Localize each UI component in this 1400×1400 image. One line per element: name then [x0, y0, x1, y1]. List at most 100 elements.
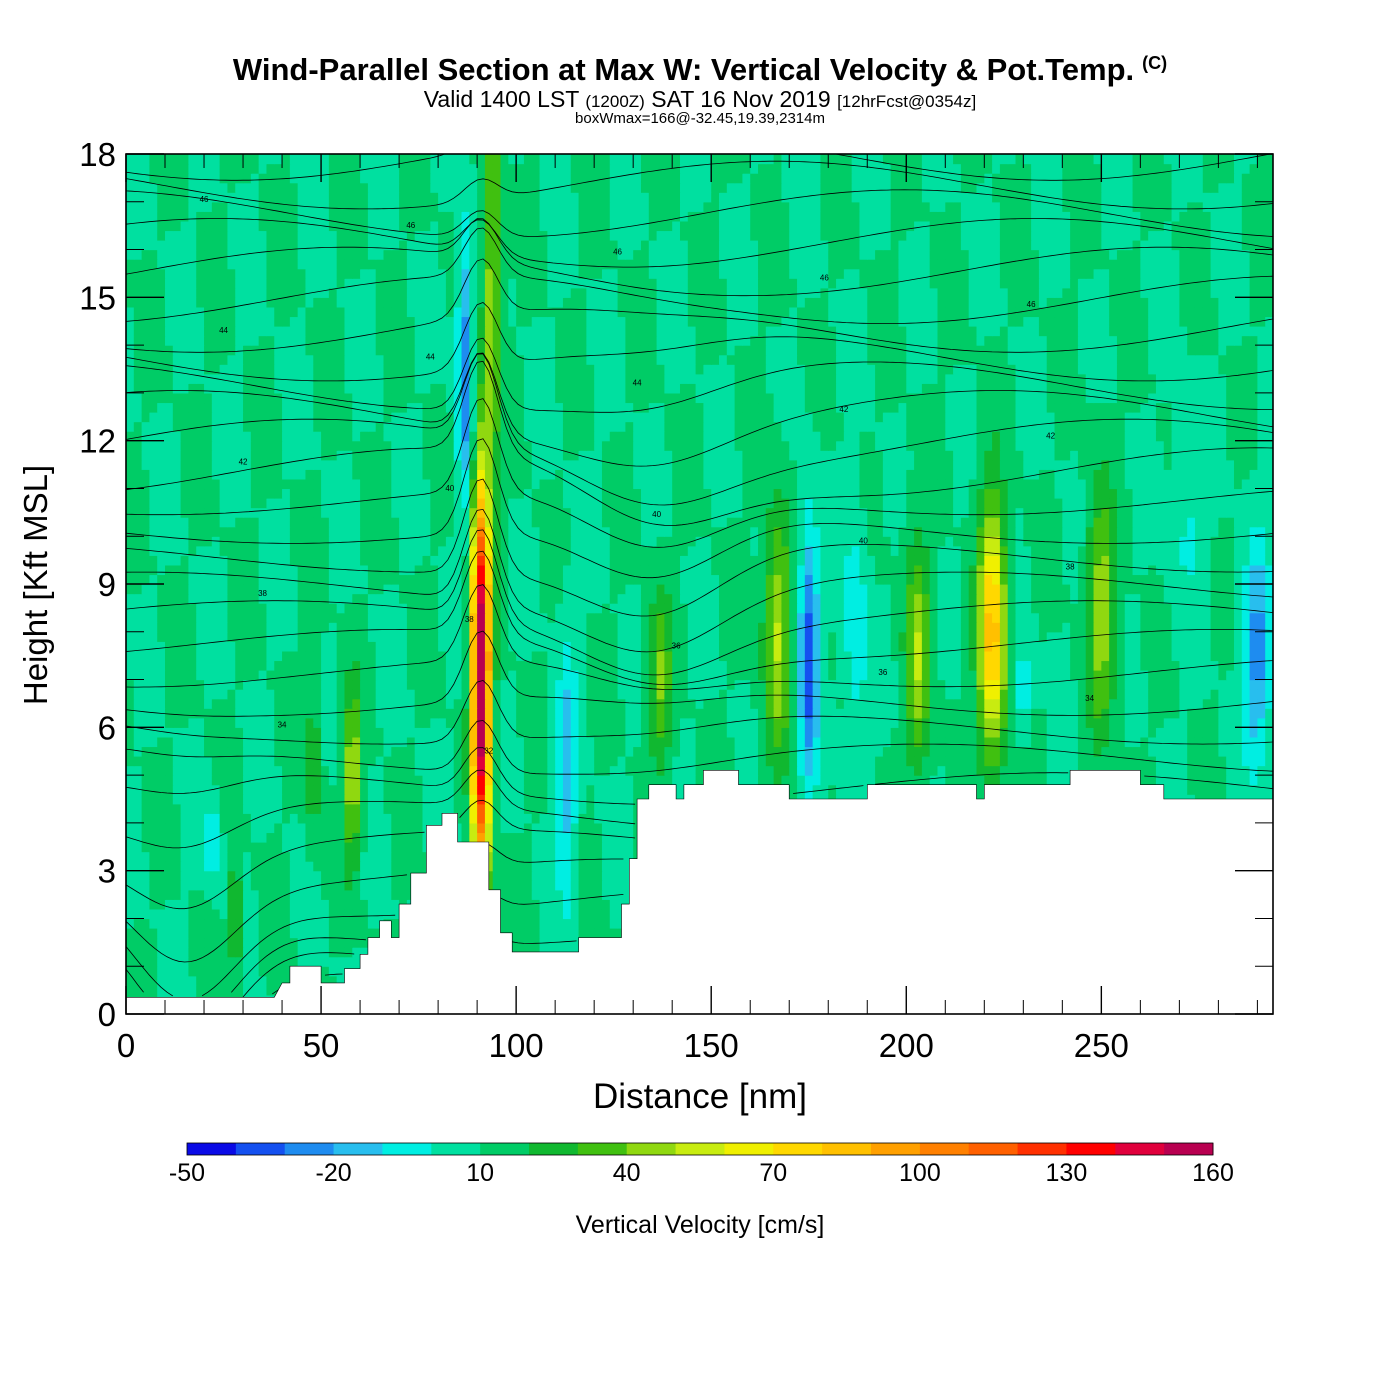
w-cell — [804, 689, 814, 700]
w-cell — [1140, 756, 1149, 767]
w-cell — [1148, 746, 1157, 757]
w-cell — [414, 746, 424, 757]
w-cell — [523, 736, 533, 748]
w-cell — [1140, 746, 1149, 757]
w-cell — [344, 746, 353, 757]
w-cell — [375, 889, 385, 900]
w-cell — [227, 947, 236, 958]
w-cell — [500, 727, 509, 738]
w-cell — [133, 717, 143, 728]
w-cell — [578, 736, 587, 748]
w-cell — [609, 765, 619, 776]
w-cell — [453, 736, 463, 748]
w-cell — [804, 698, 814, 709]
w-cell — [149, 775, 158, 786]
w-cell — [180, 736, 190, 748]
w-cell — [172, 717, 182, 728]
w-cell — [1155, 717, 1165, 728]
w-cell — [438, 765, 447, 776]
w-cell — [539, 794, 548, 805]
w-cell — [227, 937, 236, 948]
w-cell — [453, 832, 463, 843]
w-cell — [172, 947, 182, 958]
w-cell — [625, 717, 634, 728]
w-cell — [188, 794, 197, 805]
w-cell — [180, 803, 190, 814]
w-cell — [914, 698, 923, 709]
w-cell — [1171, 775, 1180, 786]
w-cell — [196, 803, 205, 814]
w-cell — [523, 727, 533, 738]
w-cell — [235, 947, 244, 958]
w-cell — [609, 813, 619, 824]
w-cell — [414, 813, 424, 824]
w-cell — [843, 756, 853, 767]
w-cell — [141, 842, 151, 853]
w-cell — [999, 717, 1009, 728]
w-cell — [266, 813, 275, 824]
w-cell — [633, 765, 642, 776]
w-cell — [165, 736, 174, 748]
w-cell — [235, 975, 244, 986]
w-cell — [1249, 784, 1258, 795]
w-cell — [204, 851, 213, 862]
w-cell — [1265, 698, 1273, 709]
w-cell — [484, 842, 494, 853]
w-cell — [352, 908, 361, 920]
w-cell — [266, 736, 275, 748]
w-cell — [1241, 717, 1251, 728]
w-cell — [367, 889, 377, 900]
w-cell — [289, 822, 299, 834]
w-cell — [352, 698, 361, 709]
w-cell — [1163, 689, 1173, 700]
w-cell — [196, 861, 205, 872]
w-cell — [274, 689, 283, 700]
w-cell — [539, 708, 548, 719]
w-cell — [484, 708, 494, 719]
w-cell — [219, 956, 229, 967]
w-cell — [523, 794, 533, 805]
w-cell — [250, 947, 260, 958]
w-cell — [196, 784, 205, 795]
w-cell — [625, 765, 634, 776]
w-cell — [758, 736, 767, 748]
w-cell — [492, 689, 502, 700]
w-cell — [383, 727, 392, 738]
w-cell — [898, 736, 907, 748]
w-cell — [219, 822, 229, 834]
w-cell — [157, 803, 166, 814]
w-cell — [1249, 775, 1258, 786]
w-cell — [266, 966, 275, 977]
w-cell — [562, 918, 572, 929]
w-cell — [352, 775, 361, 786]
w-cell — [937, 746, 946, 757]
w-cell — [758, 727, 767, 738]
w-cell — [656, 746, 665, 757]
w-cell — [336, 784, 346, 795]
w-cell — [1155, 775, 1165, 786]
w-cell — [219, 736, 229, 748]
w-cell — [656, 698, 665, 709]
w-cell — [640, 708, 650, 719]
w-cell — [734, 689, 744, 700]
w-cell — [976, 717, 985, 728]
w-cell — [250, 937, 260, 948]
w-cell — [196, 937, 205, 948]
w-cell — [336, 794, 346, 805]
w-cell — [250, 899, 260, 910]
w-cell — [1218, 765, 1227, 776]
w-cell — [500, 822, 509, 834]
w-cell — [227, 708, 236, 719]
w-cell — [828, 756, 837, 767]
w-cell — [890, 727, 900, 738]
w-cell — [1155, 765, 1165, 776]
w-cell — [1007, 689, 1017, 700]
w-cell — [773, 746, 783, 757]
w-cell — [336, 708, 346, 719]
w-cell — [227, 966, 236, 977]
w-cell — [188, 822, 197, 834]
w-cell — [711, 736, 720, 748]
w-cell — [992, 736, 1001, 748]
w-cell — [555, 784, 564, 795]
w-cell — [1085, 756, 1095, 767]
